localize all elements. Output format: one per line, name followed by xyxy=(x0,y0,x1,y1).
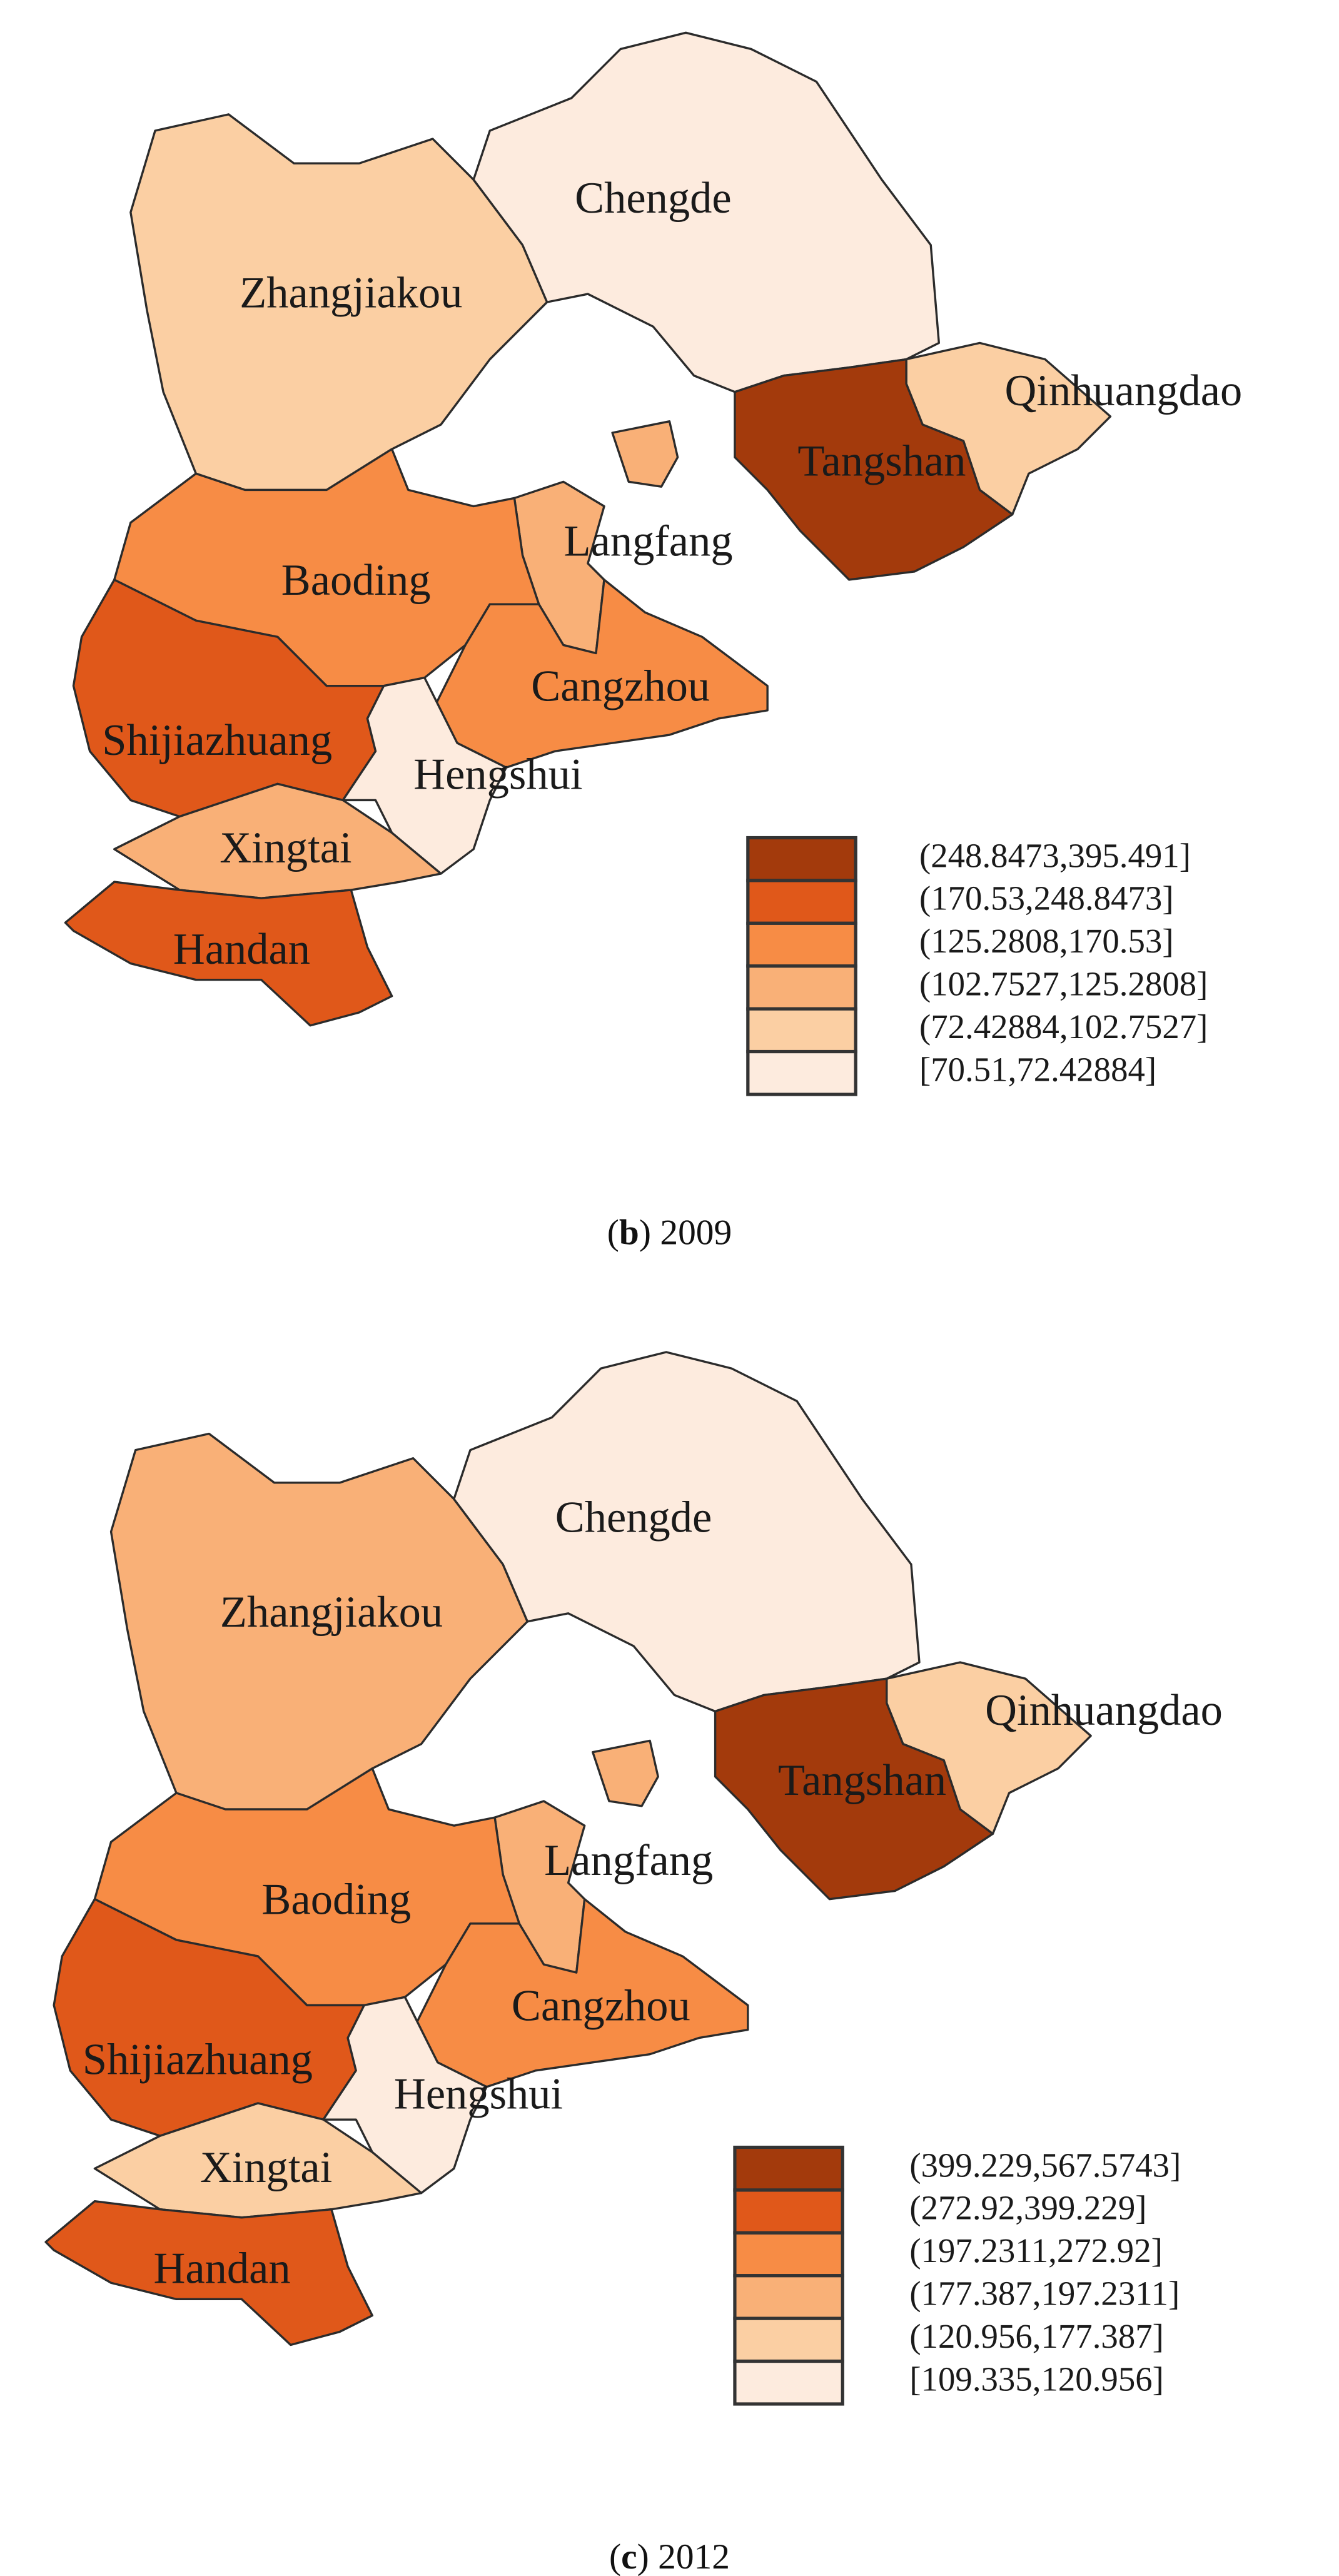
region-label: Hengshui xyxy=(394,2069,563,2118)
legend-swatch xyxy=(733,2359,844,2406)
legend: (399.229,567.5743] (272.92,399.229] (197.2… xyxy=(733,2145,1181,2406)
region xyxy=(129,113,548,492)
region xyxy=(44,2200,373,2346)
legend-label: (399.229,567.5743] xyxy=(909,2146,1181,2184)
legend-label: [70.51,72.42884] xyxy=(919,1050,1156,1088)
region-label: Baoding xyxy=(281,556,431,605)
region-label: Cangzhou xyxy=(531,662,710,711)
legend-swatch xyxy=(733,2274,844,2320)
caption-rest: ) 2009 xyxy=(639,1213,732,1253)
caption-open: ( xyxy=(609,2537,621,2576)
region xyxy=(64,881,393,1027)
region xyxy=(109,1432,529,1811)
region xyxy=(592,1739,659,1807)
region-label: Qinhuangdao xyxy=(985,1686,1223,1735)
region xyxy=(734,358,1014,581)
region xyxy=(453,1351,921,1713)
legend-swatch xyxy=(746,964,857,1011)
caption-rest: ) 2012 xyxy=(637,2537,730,2576)
legend-swatch xyxy=(746,1049,857,1096)
map: Zhangjiakou Chengde Qinhuangdao Tangshan Lan… xyxy=(44,1351,1223,2346)
legend-label: [109.335,120.956] xyxy=(909,2360,1164,2398)
region-label: Cangzhou xyxy=(512,1981,690,2030)
region-label: Langfang xyxy=(544,1836,713,1885)
legend-label: (125.2808,170.53] xyxy=(919,922,1174,960)
legend-label: (102.7527,125.2808] xyxy=(919,965,1208,1003)
caption-open: ( xyxy=(607,1213,619,1253)
region xyxy=(472,31,941,393)
legend-label: (120.956,177.387] xyxy=(909,2317,1164,2355)
legend-swatch xyxy=(746,879,857,925)
region-label: Zhangjiakou xyxy=(220,1588,443,1637)
legend-swatch xyxy=(733,2145,844,2192)
legend-swatch xyxy=(746,921,857,968)
region-label: Tangshan xyxy=(797,437,966,485)
legend-label: (177.387,197.2311] xyxy=(909,2275,1180,2313)
map: Zhangjiakou Chengde Qinhuangdao Tangshan Lan… xyxy=(64,31,1242,1027)
region-label: Hengshui xyxy=(413,750,582,799)
region-label: Handan xyxy=(153,2245,290,2293)
caption: (c) 2012 xyxy=(609,2537,730,2576)
region-label: Shijiazhuang xyxy=(83,2036,313,2084)
region xyxy=(93,2102,423,2219)
region-label: Zhangjiakou xyxy=(240,268,462,317)
region-label: Langfang xyxy=(564,517,733,565)
caption-letter: c xyxy=(621,2537,637,2576)
legend: (248.8473,395.491] (170.53,248.8473] (125.… xyxy=(746,836,1208,1096)
legend-label: (272.92,399.229] xyxy=(909,2189,1146,2227)
region-label: Chengde xyxy=(575,174,732,223)
region-label: Baoding xyxy=(261,1876,411,1924)
region-label: Xingtai xyxy=(220,824,351,872)
region-label: Shijiazhuang xyxy=(102,716,332,765)
region xyxy=(611,420,679,488)
legend-label: (170.53,248.8473] xyxy=(919,879,1174,917)
region-label: Handan xyxy=(173,925,310,974)
legend-label: (248.8473,395.491] xyxy=(919,836,1191,874)
region-label: Qinhuangdao xyxy=(1004,366,1242,415)
legend-swatch xyxy=(746,1007,857,1054)
region-label: Xingtai xyxy=(200,2143,332,2192)
legend-swatch xyxy=(746,836,857,882)
region-label: Tangshan xyxy=(778,1756,946,1805)
region-label: Chengde xyxy=(555,1493,712,1542)
legend-swatch xyxy=(733,2188,844,2235)
caption: (b) 2009 xyxy=(607,1213,732,1253)
legend-label: (197.2311,272.92] xyxy=(909,2231,1163,2270)
caption-letter: b xyxy=(619,1213,639,1253)
region xyxy=(714,1677,994,1901)
legend-swatch xyxy=(733,2316,844,2363)
legend-label: (72.42884,102.7527] xyxy=(919,1008,1208,1046)
region xyxy=(113,782,442,899)
legend-swatch xyxy=(733,2231,844,2278)
